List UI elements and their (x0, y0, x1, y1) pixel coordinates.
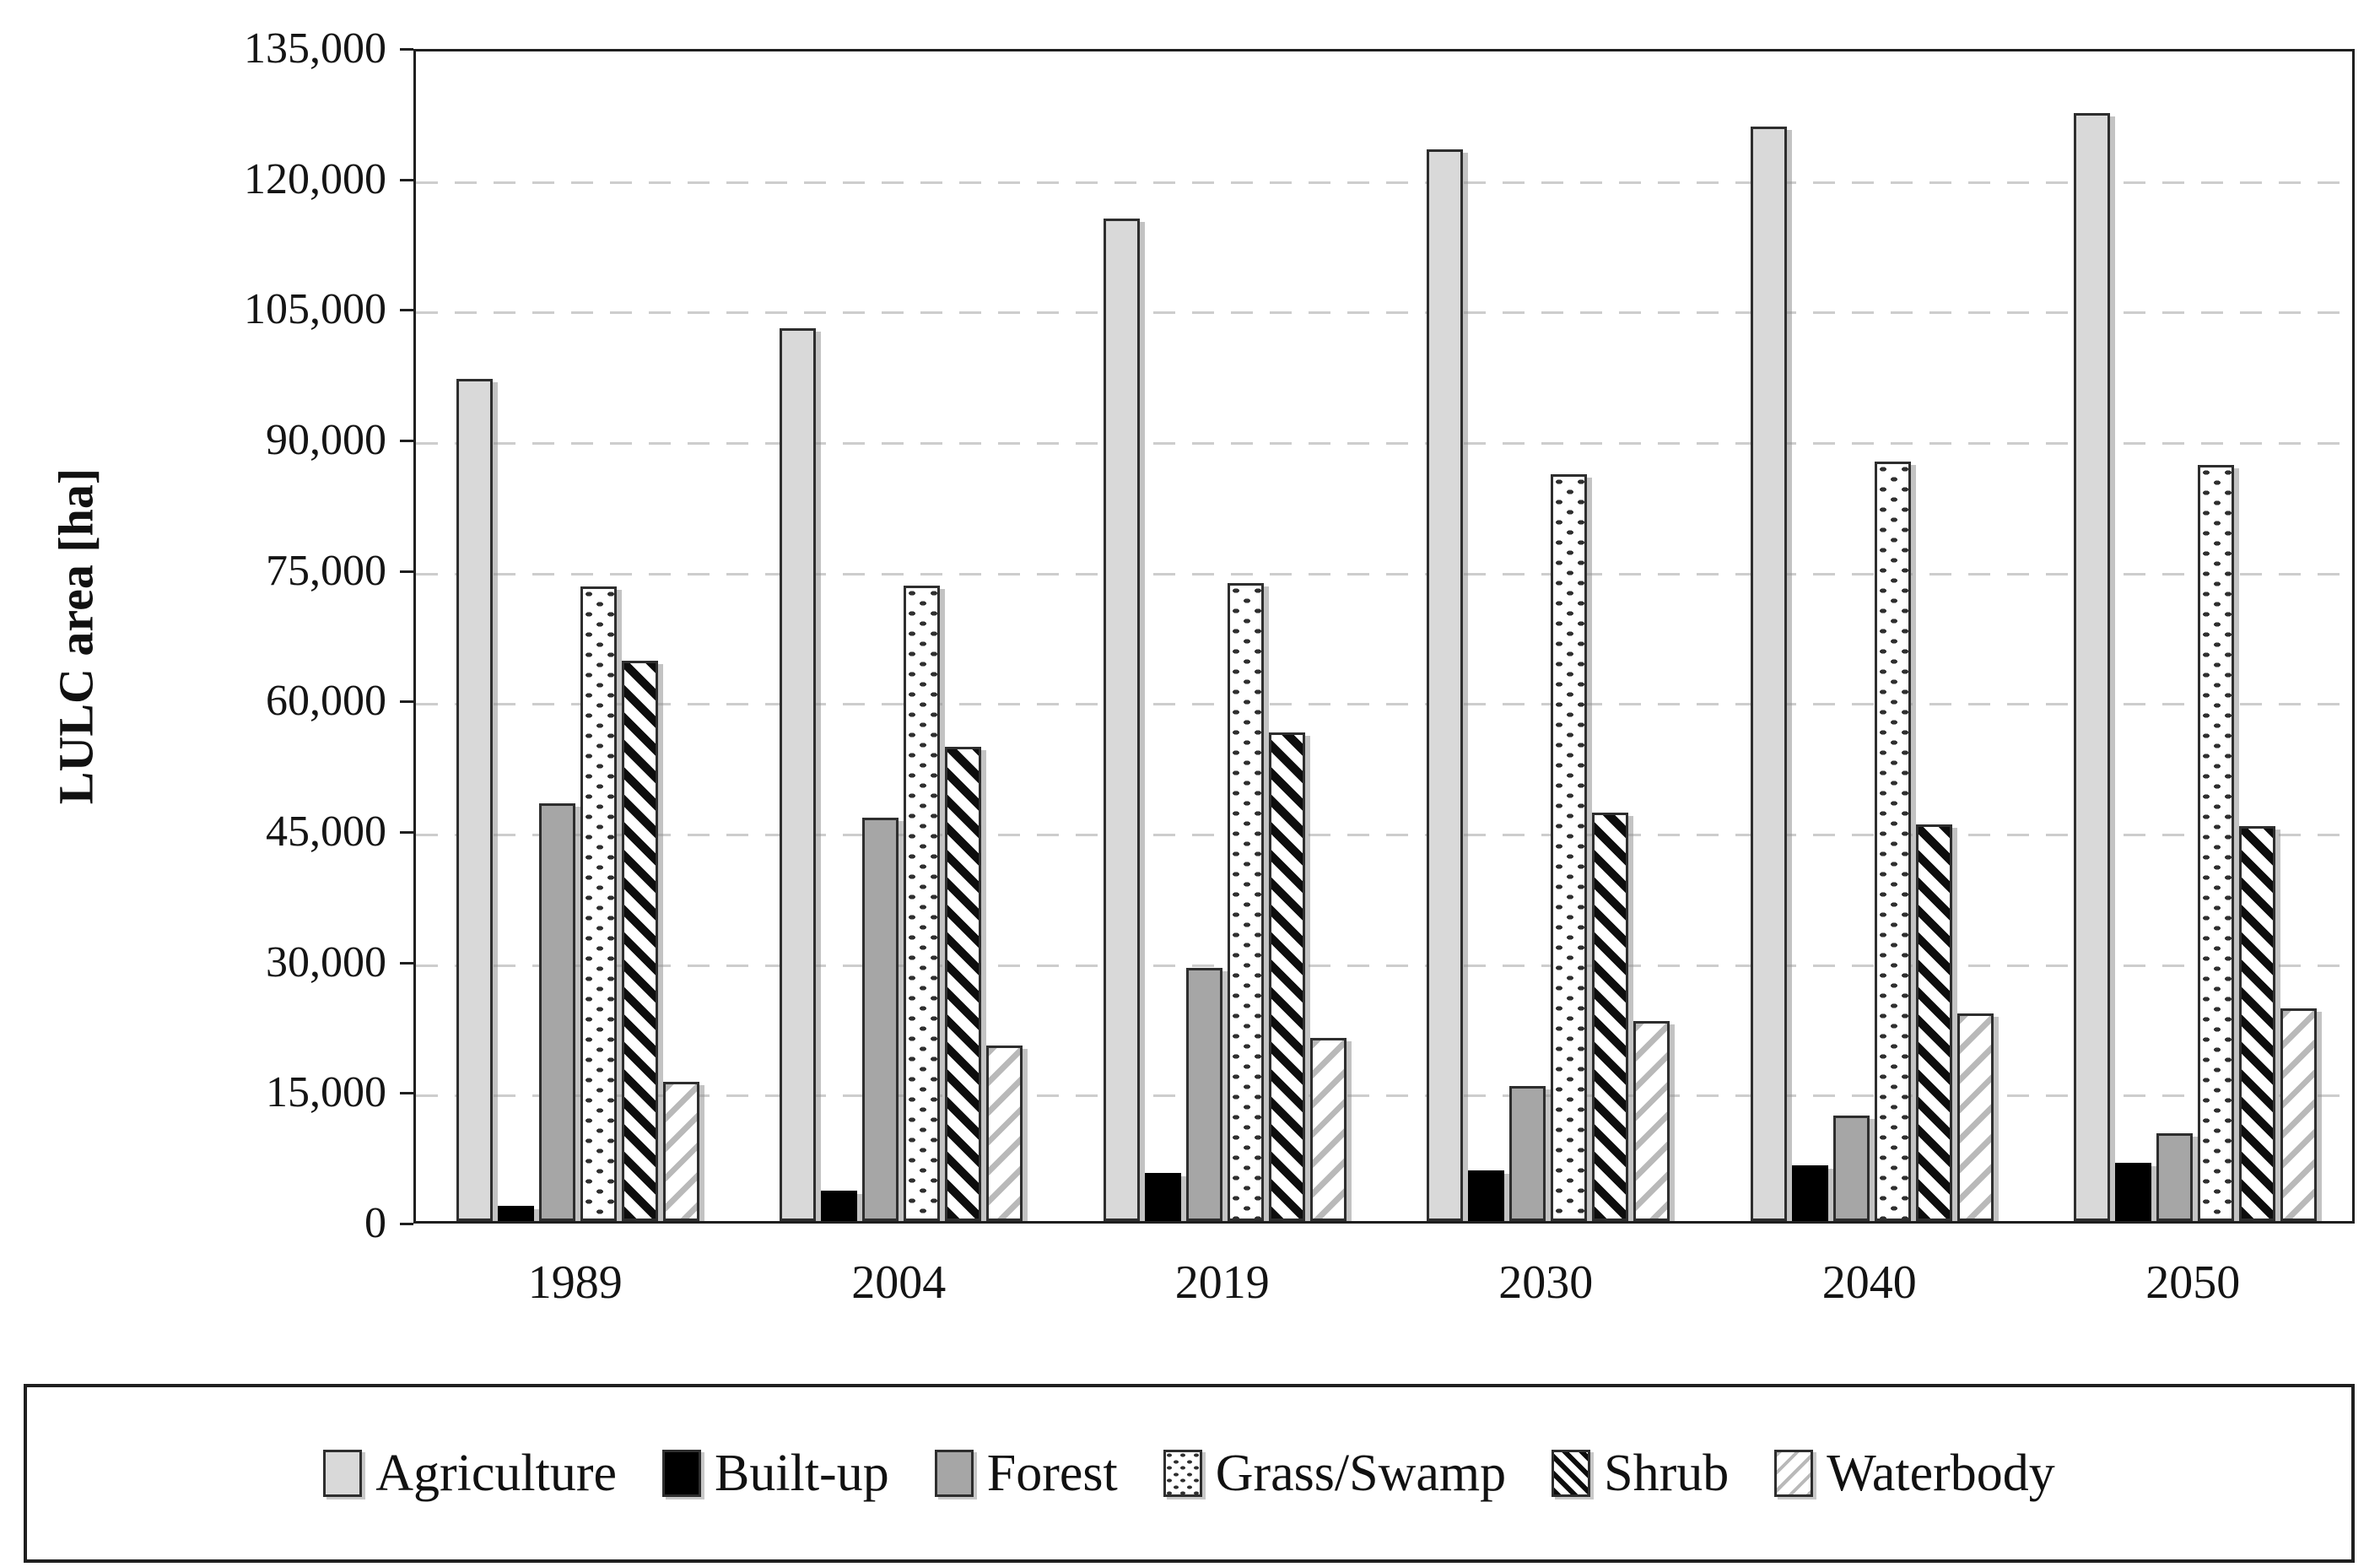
y-axis-tick-label: 15,000 (266, 1068, 386, 1117)
bar-forest-2019 (1185, 967, 1222, 1221)
x-axis-tick-label: 2019 (1174, 1256, 1270, 1309)
bar-built-up-1989 (497, 1206, 534, 1221)
bar-agriculture-2040 (1750, 126, 1787, 1221)
gridline (416, 964, 2352, 967)
legend-item-grass-swamp: Grass/Swamp (1163, 1444, 1506, 1504)
legend-swatch-icon (1552, 1450, 1591, 1497)
bar-grass-swamp-2019 (1227, 583, 1264, 1221)
plot-area (413, 49, 2355, 1224)
bar-waterbody-2050 (2280, 1008, 2318, 1221)
gridline (416, 572, 2352, 575)
legend-item-shrub: Shrub (1552, 1444, 1729, 1504)
bar-built-up-2019 (1144, 1173, 1181, 1221)
bar-agriculture-2030 (1427, 149, 1464, 1221)
legend-label: Waterbody (1827, 1444, 2055, 1502)
y-axis-tick-mark (400, 309, 413, 312)
bar-agriculture-2019 (1103, 219, 1140, 1221)
gridline (416, 703, 2352, 706)
bar-grass-swamp-2030 (1551, 474, 1588, 1221)
bar-waterbody-1989 (662, 1082, 699, 1221)
bar-shrub-1989 (621, 660, 658, 1221)
bar-waterbody-2019 (1309, 1038, 1347, 1221)
bar-shrub-2004 (945, 747, 982, 1221)
gridline (416, 181, 2352, 184)
bar-grass-swamp-1989 (580, 586, 617, 1221)
legend-swatch-icon (1774, 1450, 1814, 1497)
legend-item-forest: Forest (934, 1444, 1118, 1504)
gridline (416, 834, 2352, 836)
legend-label: Grass/Swamp (1215, 1444, 1507, 1502)
x-axis-tick-label: 1989 (527, 1256, 623, 1309)
y-axis-tick-mark (400, 831, 413, 834)
x-axis-tick-label: 2030 (1498, 1256, 1594, 1309)
y-axis-tick-mark (400, 178, 413, 181)
y-axis-tick-label: 30,000 (266, 937, 386, 986)
bar-grass-swamp-2004 (904, 586, 941, 1221)
bar-agriculture-2050 (2074, 113, 2111, 1221)
bar-built-up-2050 (2115, 1162, 2152, 1221)
bar-forest-2040 (1832, 1116, 1870, 1221)
y-axis-tick-label: 75,000 (266, 546, 386, 595)
y-axis-tick-label: 135,000 (244, 24, 386, 73)
bar-agriculture-2004 (780, 328, 817, 1221)
bar-grass-swamp-2050 (2198, 464, 2235, 1221)
y-axis-tick-mark (400, 1092, 413, 1095)
legend-label: Shrub (1604, 1444, 1730, 1502)
legend: Agriculture Built-up Forest Grass/Swamp Shru… (24, 1384, 2355, 1563)
legend-swatch-icon (1163, 1450, 1202, 1497)
bar-built-up-2040 (1791, 1165, 1828, 1221)
legend-label: Built-up (715, 1444, 889, 1502)
y-axis-tick-label: 45,000 (266, 808, 386, 856)
bar-forest-2030 (1509, 1086, 1546, 1221)
x-axis-tick-label: 2040 (1821, 1256, 1917, 1309)
y-axis-tick-mark (400, 1223, 413, 1225)
legend-item-agriculture: Agriculture (323, 1444, 617, 1504)
y-axis-title: LULC area [ha] (48, 467, 104, 805)
legend-item-built-up: Built-up (662, 1444, 889, 1504)
legend-swatch-icon (662, 1450, 702, 1497)
y-axis-tick-label: 90,000 (266, 416, 386, 464)
gridline (416, 442, 2352, 445)
y-axis-tick-mark (400, 440, 413, 442)
bar-forest-2004 (862, 817, 899, 1221)
y-axis-tick-label: 120,000 (244, 154, 386, 203)
gridline (416, 311, 2352, 315)
bar-forest-2050 (2156, 1132, 2194, 1221)
bar-shrub-2030 (1592, 813, 1629, 1221)
y-axis-tick-label: 0 (364, 1199, 386, 1247)
x-axis-tick-label: 2050 (2145, 1256, 2241, 1309)
legend-swatch-icon (934, 1450, 974, 1497)
bar-forest-1989 (538, 803, 575, 1221)
bar-shrub-2050 (2239, 825, 2276, 1221)
y-axis-tick-mark (400, 48, 413, 51)
y-axis-tick-mark (400, 700, 413, 704)
bar-shrub-2019 (1268, 732, 1305, 1221)
y-axis-tick-label: 105,000 (244, 285, 386, 334)
y-axis-tick-mark (400, 961, 413, 965)
bar-waterbody-2004 (986, 1045, 1023, 1221)
bar-agriculture-1989 (456, 378, 493, 1221)
legend-label: Agriculture (375, 1444, 618, 1502)
bar-waterbody-2030 (1633, 1020, 1670, 1221)
bar-shrub-2040 (1915, 824, 1952, 1221)
legend-swatch-icon (323, 1450, 363, 1497)
y-axis-tick-label: 60,000 (266, 677, 386, 726)
legend-label: Forest (986, 1444, 1118, 1502)
bar-waterbody-2040 (1956, 1013, 1994, 1221)
x-axis-tick-label: 2004 (851, 1256, 947, 1309)
legend-item-waterbody: Waterbody (1774, 1444, 2055, 1504)
y-axis-tick-mark (400, 570, 413, 573)
gridline (416, 1094, 2352, 1098)
bar-grass-swamp-2040 (1874, 461, 1911, 1221)
bar-built-up-2030 (1468, 1170, 1505, 1221)
bar-built-up-2004 (821, 1190, 858, 1221)
